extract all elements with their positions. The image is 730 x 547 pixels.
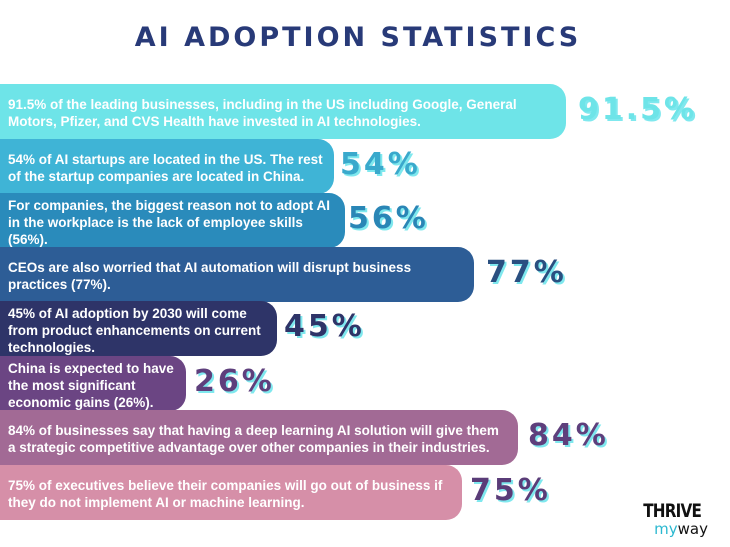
logo-myway: myway (654, 520, 708, 538)
bar-text: 75% of executives believe their companie… (8, 478, 443, 510)
bar-row: For companies, the biggest reason not to… (0, 193, 730, 248)
bar-text: 84% of businesses say that having a deep… (8, 423, 499, 455)
bar: 45% of AI adoption by 2030 will come fro… (0, 301, 277, 356)
chart-title: AI ADOPTION STATISTICS (134, 22, 582, 53)
data-label: 75% (470, 473, 551, 508)
thrive-my-way-logo: THRIVE myway (636, 501, 708, 537)
bar-row: 75% of executives believe their companie… (0, 465, 730, 520)
bar: 75% of executives believe their companie… (0, 465, 462, 520)
bar: For companies, the biggest reason not to… (0, 193, 345, 248)
bar-row: 91.5% of the leading businesses, includi… (0, 84, 730, 139)
bar: 91.5% of the leading businesses, includi… (0, 84, 566, 139)
logo-thrive: THRIVE (642, 500, 702, 522)
bar: 84% of businesses say that having a deep… (0, 410, 518, 465)
data-label: 45% (284, 309, 365, 344)
bar-text: For companies, the biggest reason not to… (8, 197, 331, 247)
data-label: 54% (340, 147, 421, 182)
data-label: 91.5% (578, 92, 698, 127)
bar-row: 84% of businesses say that having a deep… (0, 410, 730, 465)
data-label: 56% (348, 201, 429, 236)
bar-text: CEOs are also worried that AI automation… (8, 260, 412, 292)
bar-row: 45% of AI adoption by 2030 will come fro… (0, 301, 730, 356)
bar: China is expected to have the most signi… (0, 356, 186, 411)
bar-text: 54% of AI startups are located in the US… (8, 152, 323, 184)
bar-row: China is expected to have the most signi… (0, 356, 730, 411)
data-label: 84% (528, 418, 609, 453)
data-label: 77% (486, 255, 567, 290)
bar: CEOs are also worried that AI automation… (0, 247, 474, 302)
bar: 54% of AI startups are located in the US… (0, 139, 334, 194)
bar-row: 54% of AI startups are located in the US… (0, 139, 730, 194)
bar-text: 91.5% of the leading businesses, includi… (8, 97, 517, 129)
bar-row: CEOs are also worried that AI automation… (0, 247, 730, 302)
data-label: 26% (194, 364, 275, 399)
bar-text: China is expected to have the most signi… (8, 360, 174, 410)
bar-text: 45% of AI adoption by 2030 will come fro… (8, 305, 261, 355)
